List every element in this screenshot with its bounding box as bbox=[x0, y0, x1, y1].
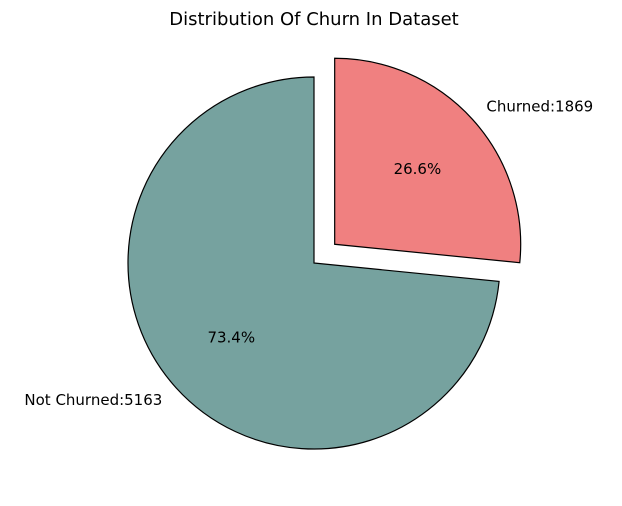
pie-slices bbox=[127, 57, 522, 450]
pct-label-not-churned: 73.4% bbox=[207, 328, 255, 346]
pie-slice-not-churned bbox=[127, 76, 500, 450]
pie-labels: Churned:1869 26.6% Not Churned:5163 73.4% bbox=[24, 97, 593, 408]
pct-label-churned: 26.6% bbox=[394, 160, 442, 178]
slice-label-not-churned: Not Churned:5163 bbox=[24, 391, 162, 409]
slice-label-churned: Churned:1869 bbox=[486, 97, 593, 115]
pie-slice-churned bbox=[334, 57, 522, 264]
chart-title: Distribution Of Churn In Dataset bbox=[169, 9, 459, 30]
